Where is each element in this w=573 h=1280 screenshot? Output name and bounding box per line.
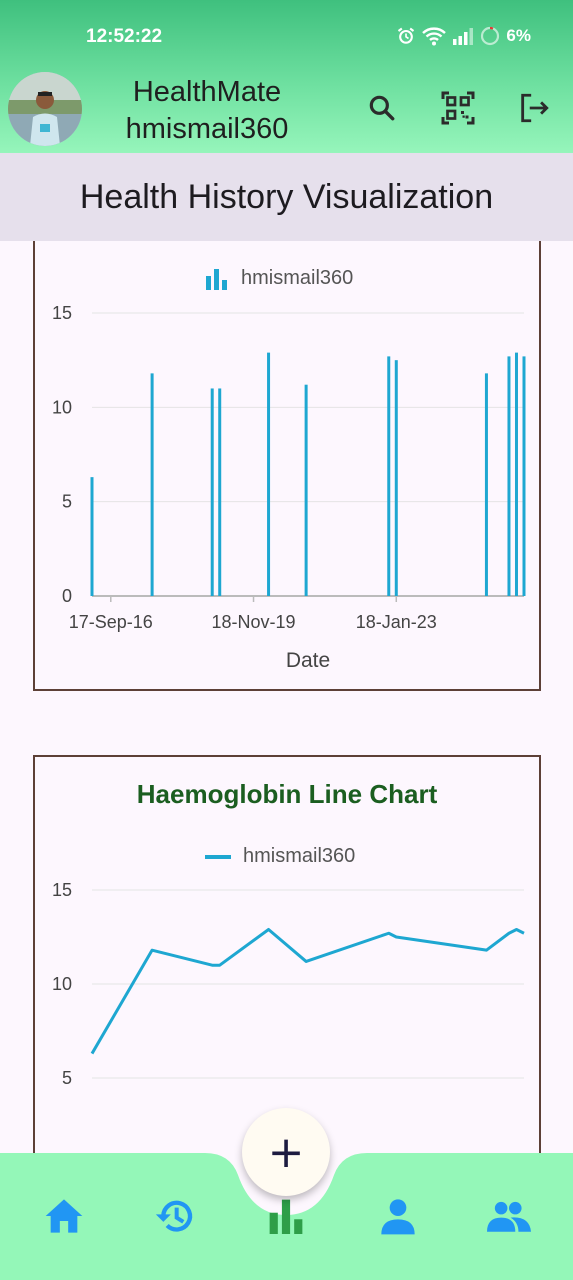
- alarm-icon: [398, 27, 415, 44]
- logout-button[interactable]: [514, 88, 554, 128]
- bar-chart-legend: hmismail360: [205, 267, 353, 290]
- bar-chart-card: hmismail360 0 5 10 15 17-Sep-16 18-Nov-19 18-J…: [33, 241, 541, 691]
- bar-mark[interactable]: [514, 352, 518, 596]
- app-header: [0, 0, 573, 153]
- add-record-button[interactable]: +: [242, 1108, 330, 1196]
- bar-legend-icon: [206, 268, 227, 290]
- bar-mark[interactable]: [90, 477, 94, 596]
- signal-icon: [453, 28, 474, 45]
- bar-mark[interactable]: [484, 373, 488, 596]
- nav-charts[interactable]: [264, 1196, 308, 1236]
- avatar-photo: [8, 72, 82, 146]
- app-name: HealthMate: [132, 76, 282, 108]
- haemoglobin-series-line[interactable]: [90, 927, 525, 1055]
- bar-mark[interactable]: [218, 388, 222, 596]
- app-title: HealthMate hmismail360: [100, 74, 314, 148]
- bar-mark[interactable]: [304, 384, 308, 596]
- line-chart-title: Haemoglobin Line Chart: [136, 779, 438, 809]
- nav-profile[interactable]: [376, 1196, 420, 1236]
- avatar[interactable]: [8, 72, 82, 146]
- status-icons: 6%: [396, 26, 531, 46]
- group-icon: [487, 1201, 531, 1232]
- line-y-tick-label: 15: [52, 880, 72, 900]
- bar-y-tick-label: 0: [62, 586, 72, 606]
- bar-mark[interactable]: [267, 352, 271, 596]
- person-icon: [381, 1199, 415, 1235]
- qr-code-icon: [441, 91, 475, 125]
- section-title: Health History Visualization: [79, 177, 494, 216]
- bar-x-tick-label: 18-Nov-19: [212, 612, 296, 632]
- nav-home[interactable]: [42, 1196, 86, 1236]
- line-legend-icon: [205, 854, 231, 859]
- line-chart: 5 10 15: [52, 880, 525, 1088]
- wifi-icon: [422, 27, 447, 46]
- bar-x-tick-label: 18-Jan-23: [356, 612, 437, 632]
- search-icon: [369, 95, 395, 121]
- line-chart-card: Haemoglobin Line Chart hmismail360 5 10 15: [33, 755, 541, 1153]
- status-time: 12:52:22: [86, 26, 163, 47]
- nav-history[interactable]: [153, 1196, 197, 1236]
- bar-x-axis-title: Date: [286, 649, 330, 672]
- nav-family[interactable]: [487, 1196, 531, 1236]
- add-label: +: [267, 1126, 305, 1178]
- battery-icon: [481, 26, 500, 46]
- bar-mark[interactable]: [507, 356, 511, 596]
- battery-level: 6%: [506, 26, 531, 45]
- status-bar: 12:52:22 6%: [0, 0, 573, 72]
- bar-chart-icon: [269, 1199, 303, 1234]
- history-icon: [155, 1200, 193, 1232]
- bar-y-tick-label: 10: [52, 397, 72, 417]
- bar-mark[interactable]: [394, 360, 398, 596]
- search-button[interactable]: [362, 88, 402, 128]
- username: hmismail360: [125, 113, 289, 145]
- logout-icon: [521, 93, 549, 123]
- line-y-tick-label: 10: [52, 974, 72, 994]
- bar-mark[interactable]: [387, 356, 391, 596]
- line-legend-label: hmismail360: [243, 845, 356, 867]
- bar-legend-label: hmismail360: [241, 267, 354, 289]
- line-chart-legend: hmismail360: [205, 845, 355, 868]
- bar-mark[interactable]: [150, 373, 154, 596]
- line-y-tick-label: 5: [62, 1068, 72, 1088]
- bar-y-tick-label: 15: [52, 303, 72, 323]
- bar-y-tick-label: 5: [62, 492, 72, 512]
- home-icon: [45, 1199, 83, 1233]
- charts-scroll-area[interactable]: hmismail360 0 5 10 15 17-Sep-16 18-Nov-19 18-J…: [0, 241, 573, 1153]
- bar-chart: 0 5 10 15 17-Sep-16 18-Nov-19 18-Jan-23 Date: [52, 303, 526, 672]
- bar-x-tick-label: 17-Sep-16: [69, 612, 153, 632]
- bar-mark[interactable]: [522, 356, 526, 596]
- qr-scan-button[interactable]: [438, 88, 478, 128]
- bar-mark[interactable]: [210, 388, 214, 596]
- section-banner: Health History Visualization: [0, 153, 573, 241]
